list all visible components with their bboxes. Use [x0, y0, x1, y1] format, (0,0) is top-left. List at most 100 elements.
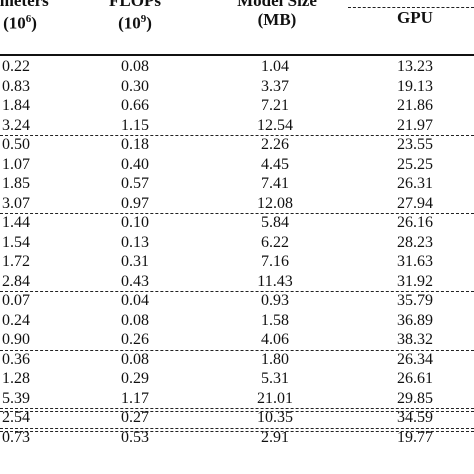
header-gpu: GPU [397, 8, 433, 27]
cell-model-size: 5.84 [261, 214, 289, 231]
table-row: 1.54 0.13 6.22 28.23 [0, 233, 474, 253]
cell-gpu: 25.25 [397, 155, 433, 173]
cell-parameters: 0.50 [2, 136, 30, 153]
table-row: 3.24 1.15 12.54 21.97 [0, 116, 474, 136]
cell-parameters: 0.22 [2, 58, 30, 75]
cell-gpu: 27.94 [397, 194, 433, 212]
cell-parameters: 1.72 [2, 253, 30, 270]
cell-model-size: 4.06 [261, 331, 289, 348]
cell-gpu: 29.85 [397, 389, 433, 407]
cell-model-size: 7.16 [261, 253, 289, 270]
cell-gpu: 13.23 [397, 58, 433, 75]
cell-parameters: 5.39 [2, 389, 30, 407]
table-row: 5.39 1.17 21.01 29.85 [0, 389, 474, 409]
table-row: 0.36 0.08 1.80 26.34 [0, 350, 474, 370]
table-row: 1.44 0.10 5.84 26.16 [0, 213, 474, 233]
cell-model-size: 1.04 [261, 58, 289, 75]
cell-model-size: 0.93 [261, 292, 289, 309]
cell-model-size: 10.35 [257, 409, 293, 426]
cell-flops: 1.15 [121, 116, 149, 134]
table-row: 0.24 0.08 1.58 36.89 [0, 311, 474, 331]
table-row: 1.28 0.29 5.31 26.61 [0, 369, 474, 389]
table-row: 1.72 0.31 7.16 31.63 [0, 252, 474, 272]
cell-gpu: 35.79 [397, 292, 433, 309]
cell-flops: 0.13 [121, 233, 149, 251]
table-row: 2.54 0.27 10.35 34.59 [0, 408, 474, 428]
group-separator [0, 408, 474, 409]
cell-gpu: 34.59 [397, 409, 433, 426]
cell-flops: 0.26 [121, 331, 149, 348]
cell-gpu: 26.34 [397, 350, 433, 368]
cell-flops: 0.97 [121, 194, 149, 212]
cell-flops: 0.08 [121, 350, 149, 368]
cell-flops: 0.43 [121, 272, 149, 290]
cell-parameters: 1.44 [2, 214, 30, 231]
cell-flops: 0.57 [121, 175, 149, 192]
table-row: 2.84 0.43 11.43 31.92 [0, 272, 474, 292]
group-separator [0, 291, 474, 292]
cell-gpu: 31.63 [397, 253, 433, 270]
cell-flops: 0.10 [121, 214, 149, 231]
cell-gpu: 26.31 [397, 175, 433, 192]
cell-parameters: 0.36 [2, 350, 30, 368]
cell-flops: 0.31 [121, 253, 149, 270]
table-body: 0.22 0.08 1.04 13.23 0.83 0.30 3.37 19.13 1.84 0.… [0, 57, 474, 447]
cell-flops: 0.18 [121, 136, 149, 153]
cell-gpu: 38.32 [397, 331, 433, 348]
cell-parameters: 1.07 [2, 155, 30, 173]
cell-gpu: 21.97 [397, 116, 433, 134]
cell-parameters: 0.07 [2, 292, 30, 309]
cell-flops: 0.29 [121, 370, 149, 387]
cell-gpu: 19.77 [397, 428, 433, 446]
cell-parameters: 0.90 [2, 331, 30, 348]
table-row: 0.83 0.30 3.37 19.13 [0, 77, 474, 97]
cell-flops: 0.40 [121, 155, 149, 173]
table-row: 3.07 0.97 12.08 27.94 [0, 194, 474, 214]
cell-model-size: 21.01 [257, 389, 293, 407]
group-separator [0, 213, 474, 214]
cell-parameters: 2.84 [2, 272, 30, 290]
table-row: 0.07 0.04 0.93 35.79 [0, 291, 474, 311]
cell-gpu: 26.61 [397, 370, 433, 387]
header-rule [0, 54, 474, 56]
cell-parameters: 1.85 [2, 175, 30, 192]
gpu-group-rule [348, 7, 474, 8]
group-separator-double [0, 430, 474, 432]
cell-flops: 0.53 [121, 428, 149, 446]
header-model-size: Model Size (MB) [237, 0, 317, 29]
cell-parameters: 3.07 [2, 194, 30, 212]
cell-gpu: 23.55 [397, 136, 433, 153]
cell-flops: 0.08 [121, 311, 149, 329]
cell-model-size: 2.91 [261, 428, 289, 446]
cell-flops: 0.30 [121, 77, 149, 95]
cell-parameters: 0.73 [2, 428, 30, 446]
cell-flops: 0.08 [121, 58, 149, 75]
cell-gpu: 31.92 [397, 272, 433, 290]
cell-model-size: 1.58 [261, 311, 289, 329]
cell-model-size: 4.45 [261, 155, 289, 173]
cell-model-size: 5.31 [261, 370, 289, 387]
table-row: 0.22 0.08 1.04 13.23 [0, 57, 474, 77]
cell-parameters: 1.28 [2, 370, 30, 387]
cell-parameters: 0.24 [2, 311, 30, 329]
cell-model-size: 11.43 [257, 272, 293, 290]
cell-model-size: 1.80 [261, 350, 289, 368]
cell-parameters: 1.54 [2, 233, 30, 251]
cell-gpu: 19.13 [397, 77, 433, 95]
cell-flops: 0.04 [121, 292, 149, 309]
cell-model-size: 12.54 [257, 116, 293, 134]
cell-parameters: 1.84 [2, 97, 30, 114]
header-flops: FLOPs (109) [109, 0, 161, 33]
group-separator [0, 135, 474, 136]
cell-model-size: 7.41 [261, 175, 289, 192]
cell-parameters: 0.83 [2, 77, 30, 95]
cell-parameters: 2.54 [2, 409, 30, 426]
cell-model-size: 6.22 [261, 233, 289, 251]
cell-model-size: 2.26 [261, 136, 289, 153]
cell-model-size: 12.08 [257, 194, 293, 212]
cell-flops: 0.27 [121, 409, 149, 426]
cell-model-size: 3.37 [261, 77, 289, 95]
table-row: 1.85 0.57 7.41 26.31 [0, 174, 474, 194]
group-separator [0, 427, 474, 429]
cell-gpu: 26.16 [397, 214, 433, 231]
